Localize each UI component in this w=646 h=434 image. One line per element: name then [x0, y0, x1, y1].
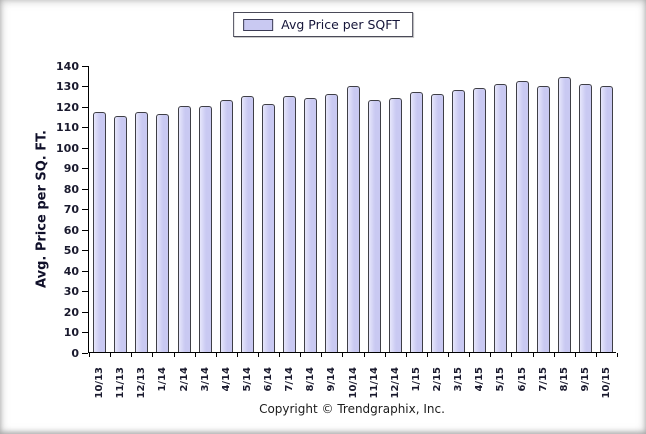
x-axis-tick	[384, 353, 386, 357]
x-axis-tick	[131, 353, 133, 357]
legend-label: Avg Price per SQFT	[281, 17, 400, 32]
y-axis-tick	[82, 209, 88, 210]
chart-bar[interactable]	[219, 99, 233, 352]
x-axis-tick	[574, 353, 576, 357]
x-axis-tick	[215, 353, 217, 357]
x-axis-tick	[342, 353, 344, 357]
y-axis-tick	[82, 352, 88, 354]
chart-bar[interactable]	[536, 85, 550, 352]
chart-bar[interactable]	[367, 99, 381, 352]
chart-bar[interactable]	[473, 87, 487, 352]
x-axis-tick	[89, 353, 90, 357]
y-axis-tick	[82, 188, 88, 190]
y-axis-tick-label: 30	[63, 285, 79, 298]
chart-bar[interactable]	[557, 77, 571, 352]
legend-swatch	[243, 18, 274, 31]
chart-bar[interactable]	[93, 112, 107, 352]
chart-bar[interactable]	[409, 91, 423, 352]
chart-bar[interactable]	[304, 97, 318, 352]
y-axis-tick-label: 40	[63, 264, 79, 278]
y-axis-tick-label: 130	[56, 80, 79, 93]
y-axis-tick-label: 60	[63, 223, 79, 237]
x-axis-tick	[236, 353, 238, 357]
chart-bar[interactable]	[515, 81, 529, 352]
x-axis-tick	[553, 353, 555, 357]
x-axis-tick	[490, 353, 492, 357]
y-axis-tick-label: 110	[56, 121, 79, 134]
x-axis-tick	[152, 353, 154, 357]
y-axis-tick-label: 0	[71, 346, 79, 360]
y-axis-tick	[82, 106, 88, 108]
x-axis-tick	[469, 353, 471, 357]
x-axis-tick	[405, 353, 407, 357]
y-axis-tick	[82, 250, 88, 251]
y-axis-tick-label: 20	[63, 305, 79, 319]
x-axis-tick	[595, 353, 597, 357]
chart-bar[interactable]	[599, 85, 613, 352]
y-axis-tick	[82, 332, 88, 333]
x-axis-tick	[110, 353, 112, 357]
y-axis-tick	[82, 86, 88, 87]
y-axis-tick-label: 100	[56, 141, 79, 155]
chart-bar[interactable]	[262, 104, 275, 352]
y-axis-tick	[82, 65, 88, 67]
chart-bar[interactable]	[283, 95, 297, 352]
legend[interactable]: Avg Price per SQFT	[233, 12, 413, 37]
x-axis-tick	[279, 353, 281, 357]
x-axis-tick	[300, 353, 302, 357]
chart-bar[interactable]	[431, 93, 444, 352]
x-axis-tick	[617, 353, 618, 357]
y-axis-tick-label: 90	[63, 162, 79, 175]
chart-bar[interactable]	[114, 116, 128, 352]
y-axis-tick-label: 140	[56, 59, 79, 73]
x-axis-tick	[363, 353, 365, 357]
x-axis-tick	[321, 353, 323, 357]
y-axis-tick-label: 120	[56, 100, 79, 114]
y-axis-tick	[82, 229, 88, 231]
chart-bar[interactable]	[156, 114, 170, 352]
chart-bar[interactable]	[177, 106, 191, 352]
x-axis-tick	[511, 353, 513, 357]
x-axis-tick	[448, 353, 449, 357]
chart-bar[interactable]	[494, 83, 508, 352]
x-axis-tick	[258, 353, 259, 357]
x-axis-tick	[173, 353, 175, 357]
y-axis-tick-label: 50	[63, 244, 79, 257]
y-axis-tick-label: 10	[63, 326, 79, 339]
chart-bar[interactable]	[346, 85, 360, 352]
y-axis-tick	[82, 291, 88, 292]
y-axis-tick	[82, 168, 88, 169]
chart-bar[interactable]	[388, 97, 402, 352]
chart-bar[interactable]	[325, 93, 339, 352]
y-axis-tick-label: 70	[63, 203, 79, 216]
chart-bar[interactable]	[135, 112, 149, 352]
chart-bar[interactable]	[578, 83, 592, 352]
y-axis-tick	[82, 147, 88, 149]
x-axis-tick	[426, 353, 428, 357]
y-axis-tick	[82, 270, 88, 272]
y-axis-tick	[82, 127, 88, 128]
chart-bar[interactable]	[240, 95, 254, 352]
chart-bar[interactable]	[452, 89, 466, 352]
y-axis-tick-label: 80	[63, 182, 79, 196]
copyright-text: Copyright © Trendgraphix, Inc.	[259, 402, 445, 416]
x-axis-tick	[532, 353, 534, 357]
chart-bar[interactable]	[198, 106, 212, 352]
plot-area: 0 10 20 30 40 50 60 70 80 90 100 110 120 130 140 10/13 1…	[56, 60, 618, 398]
x-axis-tick	[194, 353, 196, 357]
y-axis-tick	[82, 311, 88, 313]
